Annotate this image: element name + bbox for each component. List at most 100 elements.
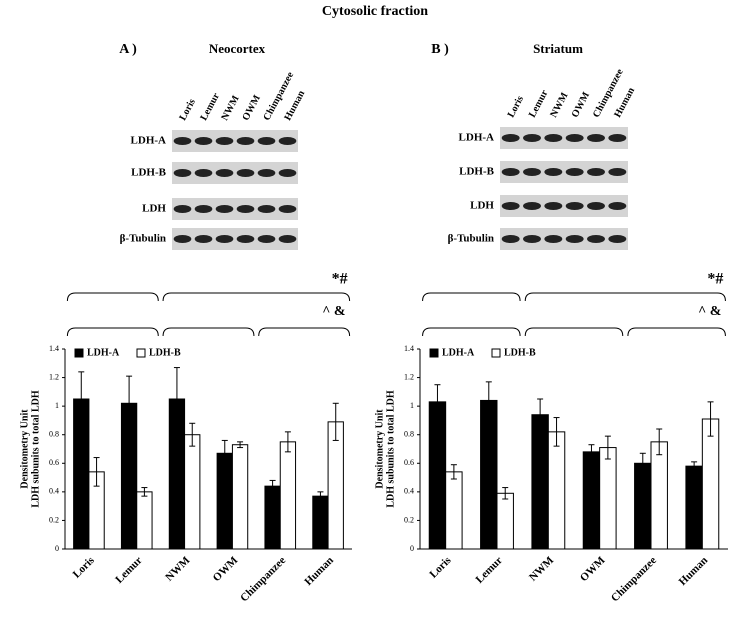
blot-strip <box>500 127 628 149</box>
blot-band <box>278 205 297 213</box>
legend-label: LDH-B <box>149 347 181 358</box>
blot-band <box>608 168 627 176</box>
error-bar <box>691 461 698 471</box>
blot-band <box>173 235 192 243</box>
error-bar <box>93 457 100 487</box>
bracket <box>524 327 624 337</box>
x-tick-label: Chimpanzee <box>609 554 659 604</box>
blot-label: β-Tubulin <box>448 233 494 245</box>
blot-band <box>544 168 563 176</box>
bar <box>264 485 281 550</box>
error-bar <box>78 371 85 427</box>
bracket <box>627 327 726 337</box>
bar <box>327 421 344 550</box>
panel-title: Striatum <box>533 41 583 56</box>
blot-band <box>565 134 584 142</box>
blot-band <box>587 134 605 142</box>
blot-band <box>194 235 213 243</box>
lane-label: Loris <box>177 97 197 122</box>
x-tick-label: Lemur <box>474 554 505 585</box>
error-bar <box>221 439 228 467</box>
x-tick-label: OWM <box>578 554 608 584</box>
bar <box>480 399 498 550</box>
lane-label: NWM <box>219 93 241 122</box>
error-bar <box>237 441 244 449</box>
blot-band <box>257 235 276 243</box>
bar <box>312 495 329 550</box>
blot-label: LDH-B <box>459 166 495 178</box>
legend-swatch <box>136 348 146 358</box>
error-bar <box>141 487 148 497</box>
bar <box>279 441 297 550</box>
error-bar <box>332 402 339 441</box>
bracket <box>422 327 521 337</box>
error-bar <box>434 384 441 420</box>
y-axis-label: LDH subunits to total LDH <box>385 390 396 507</box>
y-tick-label: 0.8 <box>49 430 59 439</box>
blot-band <box>565 202 584 210</box>
bracket <box>524 292 726 302</box>
blot-band <box>608 235 627 243</box>
blot-strip <box>172 228 298 250</box>
bar <box>701 418 720 550</box>
y-tick-label: 0.2 <box>49 515 59 524</box>
x-tick-label: Loris <box>427 554 454 581</box>
bar <box>216 452 233 550</box>
blot-band <box>278 169 297 177</box>
y-tick-label: 0 <box>410 544 414 553</box>
blot-band <box>215 137 234 145</box>
blot-band <box>523 134 541 142</box>
blot-band <box>501 235 520 243</box>
legend-swatch <box>74 348 84 358</box>
blot-strip <box>500 195 628 217</box>
bar <box>650 441 668 550</box>
y-tick-label: 1.4 <box>49 344 59 353</box>
bar <box>136 491 153 550</box>
lane-label: Loris <box>506 94 526 119</box>
x-tick-label: Human <box>302 554 336 588</box>
x-tick-label: OWM <box>211 554 241 584</box>
error-bar <box>284 431 291 453</box>
panel-label: B ) <box>431 42 449 57</box>
blot-label: LDH-B <box>131 167 167 179</box>
blot-label: LDH-A <box>131 135 167 147</box>
legend-label: LDH-A <box>442 347 475 358</box>
y-axis-label: Densitometry Unit <box>19 409 30 489</box>
error-bar <box>126 375 133 431</box>
blot-band <box>236 205 255 213</box>
error-bar <box>537 398 544 431</box>
bar <box>496 492 514 550</box>
x-tick-label: Chimpanzee <box>238 554 288 604</box>
blot-band <box>501 202 520 210</box>
blot-band <box>236 137 255 145</box>
lane-label: NWM <box>548 90 570 119</box>
error-bar <box>485 381 492 420</box>
y-tick-label: 1.2 <box>404 372 414 381</box>
y-tick-label: 0.6 <box>404 458 414 467</box>
blot-band <box>278 235 297 243</box>
error-bar <box>656 428 663 456</box>
bracket <box>162 327 255 337</box>
blot-band <box>608 202 627 210</box>
blot-band <box>173 169 192 177</box>
y-axis-label: LDH subunits to total LDH <box>30 390 41 507</box>
blot-band <box>236 169 255 177</box>
blot-band <box>544 235 563 243</box>
bar <box>634 462 652 550</box>
blot-band <box>215 169 234 177</box>
lane-label: Human <box>612 85 637 119</box>
error-bar <box>189 422 196 447</box>
error-bar <box>317 491 324 501</box>
error-bar <box>604 435 611 460</box>
bar <box>685 465 703 550</box>
blot-strip <box>500 228 628 250</box>
annotation: ^ & <box>698 304 721 319</box>
figure-title: Cytosolic fraction <box>322 4 428 19</box>
error-bar <box>269 479 276 493</box>
x-tick-label: NWM <box>163 554 193 584</box>
bar <box>184 434 201 550</box>
annotation: *# <box>332 271 348 288</box>
y-tick-label: 1 <box>410 401 414 410</box>
blot-band <box>587 168 605 176</box>
bracket <box>422 292 521 302</box>
